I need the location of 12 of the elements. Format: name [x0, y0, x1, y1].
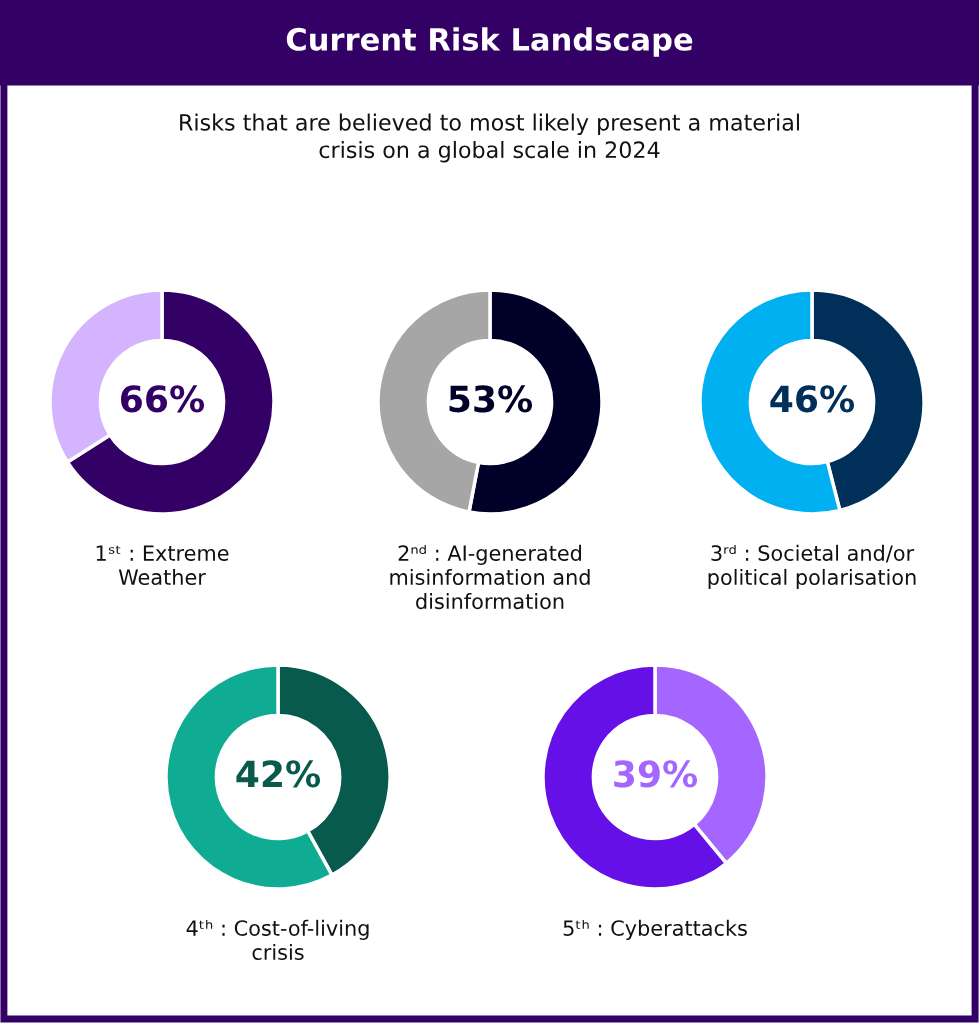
- data-label: 39%: [614, 760, 698, 788]
- text: Risks that are believed to most likely present a material crisis on a global scale in 2024: [180, 113, 799, 163]
- text: 5ᵗʰ : Cyberattacks: [563, 919, 747, 940]
- text: 2ⁿᵈ : AI-generated misinformation and disinformation: [390, 544, 590, 610]
- data-label: 53%: [449, 385, 533, 413]
- text: 3ʳᵈ : Societal and/or political polarisation: [708, 544, 916, 590]
- text: 4ᵗʰ : Cost-of-living crisis: [186, 919, 369, 961]
- text: Current Risk Landscape: [286, 27, 693, 57]
- data-label: 42%: [236, 760, 321, 788]
- data-label: 66%: [121, 385, 205, 413]
- text: 1ˢᵗ : Extreme Weather: [96, 545, 229, 586]
- data-label: 46%: [770, 385, 855, 413]
